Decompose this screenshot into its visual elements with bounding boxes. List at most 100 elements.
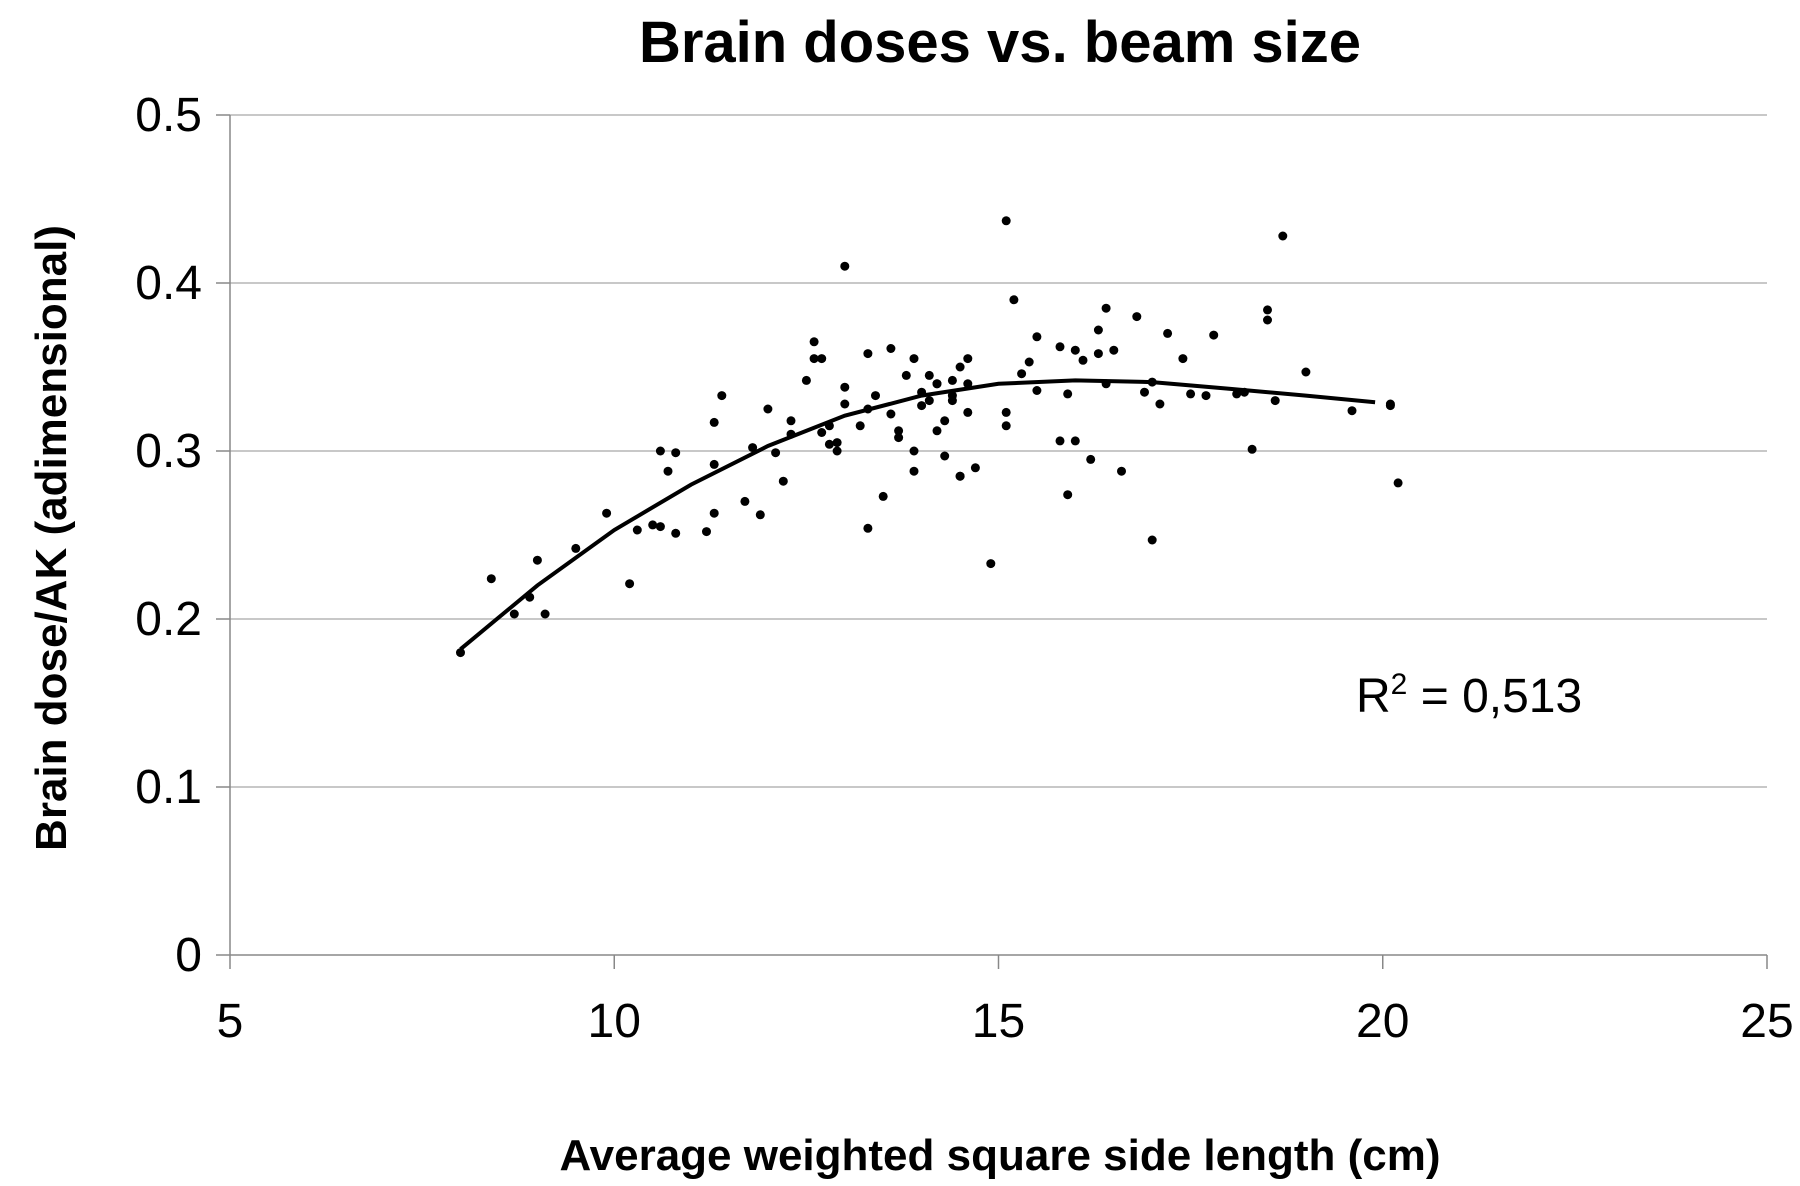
data-point [1393,478,1403,488]
r-squared-value: = 0,513 [1407,670,1582,723]
data-point [632,525,642,535]
data-point [947,375,957,385]
data-point [1278,231,1288,241]
data-point [1009,295,1019,305]
data-point [1093,325,1103,335]
data-point [1055,342,1065,352]
y-tick-labels: 0 0.1 0.2 0.3 0.4 0.5 [135,89,202,982]
data-point [1201,391,1211,401]
data-point [940,416,950,426]
data-point [1078,355,1088,365]
data-point [894,426,904,436]
gridlines [230,114,1767,788]
data-point [655,522,665,532]
data-point [778,476,788,486]
data-point [1001,421,1011,431]
data-point [1032,386,1042,395]
data-point [1301,367,1311,377]
data-point [878,491,888,501]
data-point [894,433,904,443]
x-tick-labels: 5 10 15 20 25 [217,995,1794,1048]
data-point [602,508,612,518]
data-point [486,574,496,584]
data-point [1101,379,1111,389]
data-points [456,216,1403,658]
data-point [970,463,980,473]
data-point [1032,332,1042,342]
data-point [1385,399,1395,409]
data-point [709,417,719,427]
data-point [871,391,880,401]
data-point [863,349,873,359]
data-point [1209,330,1219,340]
data-point [671,528,681,538]
data-point [963,407,973,417]
data-point [625,579,635,589]
data-point [1178,354,1188,364]
data-point [832,446,842,456]
data-point [1239,387,1249,397]
y-tick-label: 0.3 [135,425,202,478]
data-point [755,510,765,520]
y-axis-label: Brain dose/AK (adimensional) [27,225,76,851]
data-point [940,451,950,461]
data-point [748,443,758,453]
x-tick-label: 15 [972,995,1025,1048]
data-point [1017,369,1027,379]
data-point [1247,444,1257,454]
data-point [771,448,781,458]
data-point [1163,328,1173,338]
data-point [509,609,519,619]
data-point [1347,406,1357,416]
data-point [709,459,719,469]
data-point [955,471,965,481]
data-point [817,428,827,437]
y-tick-label: 0.5 [135,89,202,142]
data-point [840,261,850,271]
data-point [648,520,658,530]
data-point [1063,389,1073,399]
data-point [932,379,942,389]
data-point [963,379,973,389]
data-point [571,543,581,553]
data-point [932,426,942,436]
data-point [840,399,850,409]
data-point [1147,535,1157,545]
x-axis-label: Average weighted square side length (cm) [559,1131,1440,1180]
data-point [1063,490,1073,500]
data-point [671,448,681,458]
data-point [702,527,711,537]
y-tick-label: 0 [175,929,202,982]
data-point [1070,345,1080,355]
data-point [1132,312,1142,322]
data-point [1270,396,1280,406]
y-tick-label: 0.4 [135,257,202,310]
data-point [1117,466,1126,476]
data-point [824,439,834,449]
data-point [855,421,865,431]
x-tick-label: 10 [588,995,641,1048]
data-point [886,344,896,353]
data-point [909,354,919,364]
x-tick-label: 20 [1356,995,1409,1048]
data-point [532,555,542,565]
data-point [947,396,957,406]
data-point [456,648,465,658]
data-point [786,416,796,426]
data-point [525,592,535,602]
data-point [917,387,927,397]
data-point [655,446,665,456]
data-point [909,466,919,476]
data-point [840,382,850,392]
data-point [809,337,819,347]
data-point [986,559,996,569]
data-point [1263,315,1272,325]
data-point [1101,303,1111,313]
data-point [863,523,873,533]
data-point [1263,305,1272,315]
data-point [832,438,842,448]
data-point [1093,349,1103,359]
data-point [817,354,827,364]
r-squared-annotation: R2 = 0,513 [1356,668,1582,723]
